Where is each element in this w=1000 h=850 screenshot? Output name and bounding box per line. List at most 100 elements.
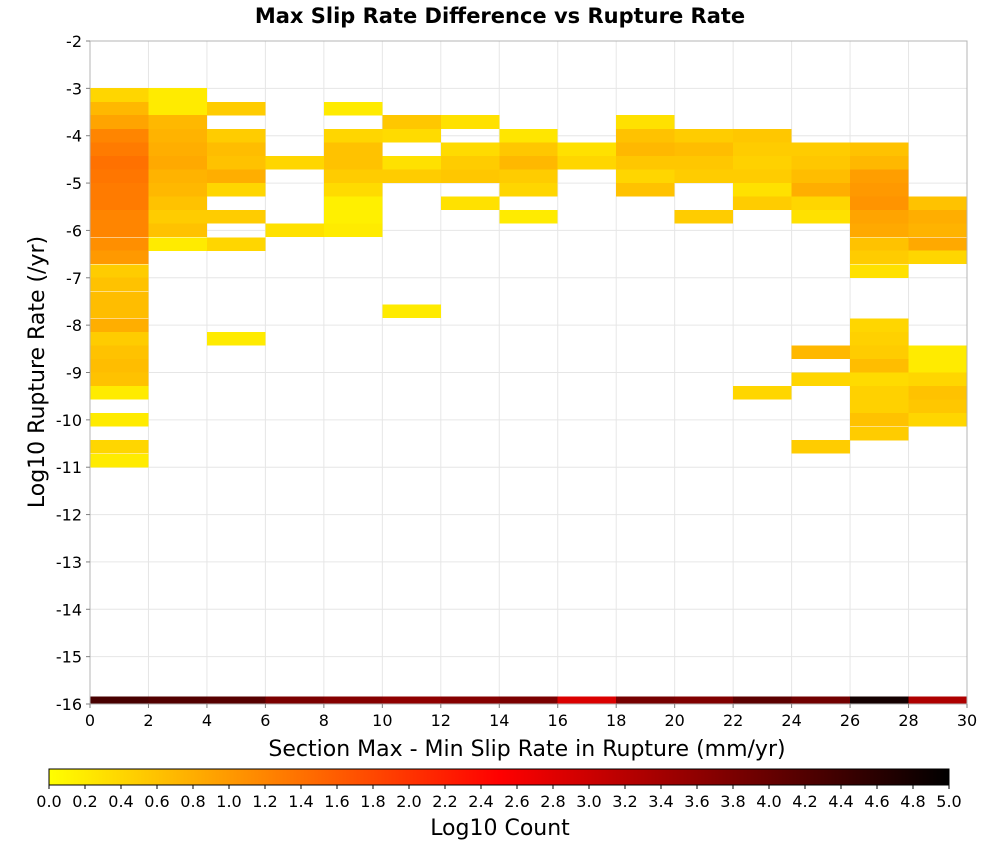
heatmap-cell	[791, 345, 851, 359]
colorbar-tick-label: 1.2	[252, 792, 277, 811]
heatmap-cell	[850, 359, 909, 373]
y-tick-label: -5	[66, 174, 82, 193]
heatmap-cell	[733, 196, 792, 211]
y-tick-label: -13	[56, 553, 82, 572]
heatmap-cell	[90, 142, 149, 157]
y-tick-label: -4	[66, 127, 82, 146]
heatmap-cell-bottom-row	[90, 696, 149, 704]
heatmap-cell	[791, 182, 851, 197]
heatmap-cell	[616, 155, 675, 170]
heatmap-cell	[499, 142, 558, 157]
heatmap-cell	[499, 182, 558, 197]
heatmap-cell	[90, 237, 149, 251]
x-tick-label: 16	[548, 711, 568, 730]
heatmap-cell	[90, 453, 149, 468]
heatmap-cell	[148, 88, 207, 102]
colorbar-tick-label: 4.0	[756, 792, 781, 811]
heatmap-cell	[850, 237, 909, 251]
heatmap-cell	[323, 182, 383, 197]
heatmap-cell	[557, 155, 617, 170]
heatmap-cell-bottom-row	[791, 696, 851, 704]
heatmap-cell	[323, 223, 383, 238]
y-tick-label: -2	[66, 32, 82, 51]
heatmap-cell	[90, 88, 149, 102]
heatmap-cell-bottom-row	[499, 696, 558, 704]
heatmap-cell	[90, 345, 149, 359]
heatmap-cell	[90, 209, 149, 224]
heatmap-cell	[206, 128, 266, 143]
heatmap-cell	[674, 209, 734, 224]
x-tick-label: 28	[898, 711, 918, 730]
colorbar-tick-label: 2.8	[540, 792, 565, 811]
x-tick-label: 30	[957, 711, 977, 730]
heatmap-cell	[733, 155, 792, 170]
heatmap-cell	[206, 209, 266, 224]
colorbar	[48, 768, 950, 786]
heatmap-cell-bottom-row	[557, 696, 617, 704]
x-tick-label: 4	[202, 711, 212, 730]
y-tick-label: -14	[56, 600, 82, 619]
heatmap-cell	[90, 101, 149, 116]
heatmap-cell	[908, 359, 967, 373]
heatmap-cell	[265, 223, 324, 238]
y-tick-label: -7	[66, 269, 82, 288]
heatmap-cell	[791, 142, 851, 157]
heatmap-cell	[908, 345, 967, 359]
y-tick-label: -3	[66, 79, 82, 98]
x-tick-label: 20	[664, 711, 684, 730]
colorbar-tick-label: 0.6	[144, 792, 169, 811]
heatmap-cell	[850, 426, 909, 441]
x-tick-label: 12	[431, 711, 451, 730]
heatmap-cell	[206, 332, 266, 346]
heatmap-cell	[206, 142, 266, 157]
y-tick-label: -15	[56, 648, 82, 667]
heatmap-cell-bottom-row	[733, 696, 792, 704]
heatmap-cell	[850, 223, 909, 238]
heatmap-cell	[850, 196, 909, 211]
heatmap-cell	[616, 128, 675, 143]
heatmap-cell	[616, 115, 675, 129]
colorbar-ticks: 0.0 0.2 0.4 0.6 0.8 1.0 1.2 1.4 1.6 1.8 2.0 2.2 2.4 2…	[36, 785, 962, 811]
y-tick-label: -12	[56, 506, 82, 525]
heatmap-cell	[148, 223, 207, 238]
colorbar-tick-label: 4.2	[792, 792, 817, 811]
heatmap-cell	[440, 115, 500, 129]
colorbar-tick-label: 0.0	[36, 792, 61, 811]
y-tick-label: -16	[56, 695, 82, 714]
heatmap-cell-bottom-row	[265, 696, 324, 704]
heatmap-cell	[148, 196, 207, 211]
heatmap-cell	[148, 101, 207, 116]
heatmap-cell	[850, 345, 909, 359]
heatmap-cell	[323, 142, 383, 157]
heatmap-cell	[733, 386, 792, 400]
heatmap-cell	[850, 155, 909, 170]
heatmap-cell-bottom-row	[908, 696, 967, 704]
heatmap-cell	[148, 182, 207, 197]
heatmap-cell	[90, 372, 149, 386]
heatmap-cell	[323, 155, 383, 170]
heatmap-cell	[557, 142, 617, 157]
heatmap-cell	[90, 332, 149, 346]
heatmap-cell	[206, 182, 266, 197]
heatmap-cell	[850, 372, 909, 386]
heatmap-cell	[908, 250, 967, 265]
heatmap-cell	[148, 155, 207, 170]
heatmap-cell	[499, 209, 558, 224]
colorbar-tick-label: 3.4	[648, 792, 673, 811]
colorbar-tick-label: 2.6	[504, 792, 529, 811]
heatmap-cell	[733, 182, 792, 197]
colorbar-tick-label: 1.6	[324, 792, 349, 811]
heatmap-cell	[850, 413, 909, 427]
heatmap-cell	[674, 128, 734, 143]
heatmap-cell	[90, 359, 149, 373]
colorbar-tick-label: 4.6	[864, 792, 889, 811]
heatmap-cell	[90, 223, 149, 238]
colorbar-tick-label: 1.0	[216, 792, 241, 811]
heatmap-cell	[440, 142, 500, 157]
x-tick-label: 22	[723, 711, 743, 730]
heatmap-cell-bottom-row	[148, 696, 207, 704]
heatmap-cell	[90, 196, 149, 211]
heatmap-cell	[323, 169, 383, 184]
heatmap-cell	[908, 372, 967, 386]
